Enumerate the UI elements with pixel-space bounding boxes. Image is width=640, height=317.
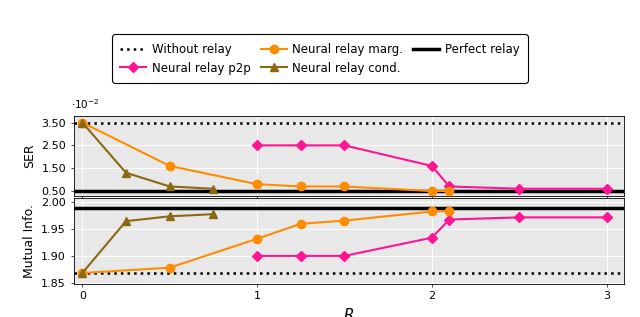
Y-axis label: Mutual Info.: Mutual Info. bbox=[22, 204, 36, 278]
Legend: Without relay, Neural relay p2p, Neural relay marg., Neural relay cond., Perfect: Without relay, Neural relay p2p, Neural … bbox=[112, 35, 528, 83]
Y-axis label: SER: SER bbox=[22, 143, 36, 168]
Text: $\cdot10^{-2}$: $\cdot10^{-2}$ bbox=[71, 97, 99, 111]
X-axis label: $R$: $R$ bbox=[343, 307, 355, 317]
